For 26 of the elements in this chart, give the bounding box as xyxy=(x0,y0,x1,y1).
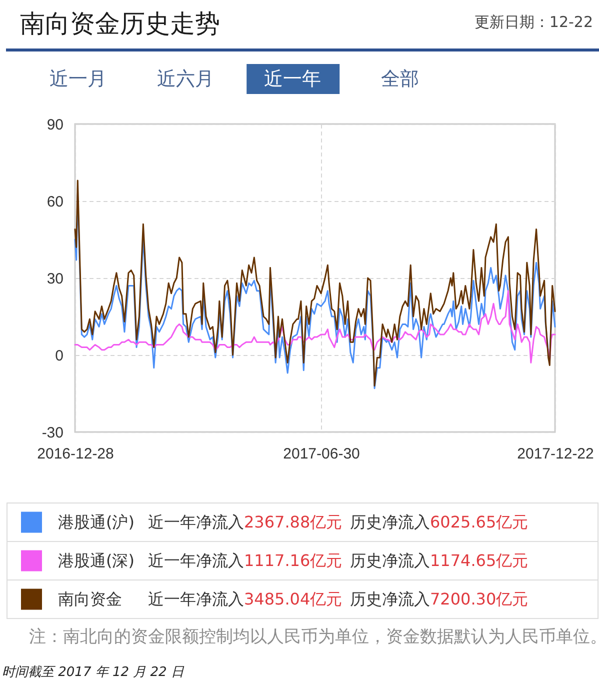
line-series xyxy=(74,290,556,364)
text: 历史净流入6025.65亿元 xyxy=(350,512,528,532)
y-tick-label: 0 xyxy=(55,348,64,364)
legend-label: 港股通(深) xyxy=(58,550,134,570)
x-tick-label: 2016-12-28 xyxy=(37,446,114,462)
y-tick-label: 30 xyxy=(46,270,64,288)
text: 注：南北向的资金限额控制均以人民币为单位，资金数据默认为人民币单位。 xyxy=(29,627,599,647)
y-tick-label: 90 xyxy=(46,116,64,134)
text: 近一年净流入3485.04亿元 xyxy=(148,589,342,608)
x-tick-label: 2017-06-30 xyxy=(283,446,360,462)
text: 时间截至 2017 年 12 月 22 日 xyxy=(2,665,185,680)
text: 近一年净流入2367.88亿元 xyxy=(148,512,342,532)
text: 近一月 xyxy=(50,68,106,90)
legend-label: 南向资金 xyxy=(58,589,122,608)
text: 近六月 xyxy=(156,68,214,90)
text: 近一年 xyxy=(264,68,322,90)
y-tick-label: 60 xyxy=(46,194,64,210)
text: 历史净流入1174.65亿元 xyxy=(350,550,528,570)
text: 近一年净流入1117.16亿元 xyxy=(148,550,342,570)
y-tick-label: -30 xyxy=(42,424,64,442)
chart-subtitle: 更新日期：12-22 xyxy=(474,13,593,31)
text: 历史净流入7200.30亿元 xyxy=(350,589,528,608)
x-tick-label: 2017-12-22 xyxy=(517,446,594,462)
legend-label: 港股通(沪) xyxy=(58,512,134,532)
text: 全部 xyxy=(380,68,419,90)
chart-title: 南向资金历史走势 xyxy=(20,9,220,38)
